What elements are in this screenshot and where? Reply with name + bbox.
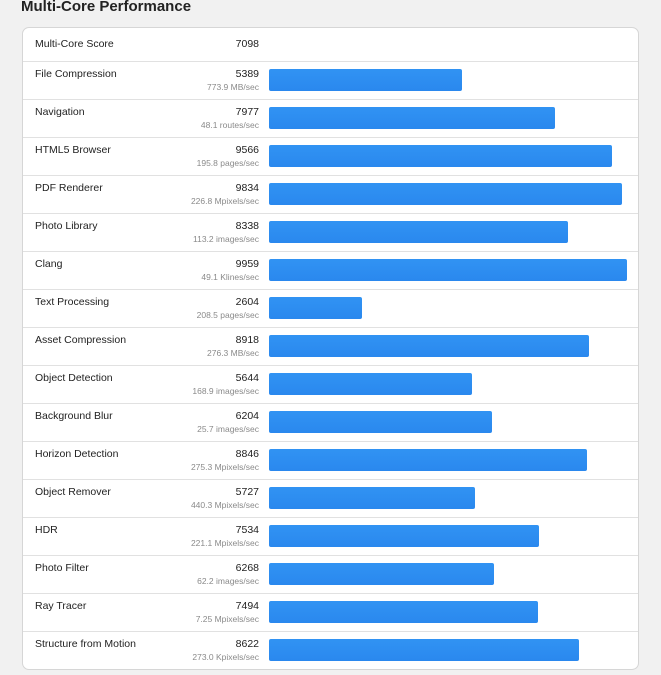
score-bar <box>269 335 589 357</box>
benchmark-score: 8918 <box>235 334 259 346</box>
score-bar <box>269 297 362 319</box>
table-row: Photo Filter 6268 62.2 images/sec <box>23 556 638 594</box>
score-bar <box>269 221 568 243</box>
benchmark-rate: 273.0 Kpixels/sec <box>192 652 259 662</box>
benchmark-name: Object Detection <box>35 372 113 384</box>
table-row: HTML5 Browser 9566 195.8 pages/sec <box>23 138 638 176</box>
benchmark-score: 8338 <box>235 220 259 232</box>
benchmark-name: Photo Library <box>35 220 98 232</box>
benchmark-score: 6204 <box>235 410 259 422</box>
benchmark-name: PDF Renderer <box>35 182 103 194</box>
benchmark-rate: 276.3 MB/sec <box>207 348 259 358</box>
table-row: Object Remover 5727 440.3 Mpixels/sec <box>23 480 638 518</box>
results-table: Multi-Core Score 7098 File Compression 53… <box>22 27 639 670</box>
benchmark-score: 2604 <box>235 296 259 308</box>
score-bar <box>269 69 462 91</box>
benchmark-score: 7977 <box>235 106 259 118</box>
benchmark-score: 8622 <box>235 638 259 650</box>
table-row: Photo Library 8338 113.2 images/sec <box>23 214 638 252</box>
score-bar <box>269 259 627 281</box>
benchmark-rate: 195.8 pages/sec <box>196 158 259 168</box>
table-row: File Compression 5389 773.9 MB/sec <box>23 62 638 100</box>
benchmark-score: 8846 <box>235 448 259 460</box>
benchmark-rate: 49.1 Klines/sec <box>201 272 259 282</box>
benchmark-rate: 226.8 Mpixels/sec <box>190 196 259 206</box>
benchmark-rate: 275.3 Mpixels/sec <box>190 462 259 472</box>
benchmark-name: Object Remover <box>35 486 111 498</box>
benchmark-rate: 773.9 MB/sec <box>207 82 259 92</box>
table-row: Navigation 7977 48.1 routes/sec <box>23 100 638 138</box>
benchmark-score: 9834 <box>235 182 259 194</box>
table-row: Horizon Detection 8846 275.3 Mpixels/sec <box>23 442 638 480</box>
table-row: Object Detection 5644 168.9 images/sec <box>23 366 638 404</box>
score-label: Multi-Core Score <box>35 38 114 50</box>
score-bar <box>269 449 587 471</box>
benchmark-name: Photo Filter <box>35 562 89 574</box>
table-row: PDF Renderer 9834 226.8 Mpixels/sec <box>23 176 638 214</box>
benchmark-name: Ray Tracer <box>35 600 87 612</box>
benchmark-rate: 7.25 Mpixels/sec <box>195 614 259 624</box>
benchmark-rows: File Compression 5389 773.9 MB/sec Navigati… <box>23 62 638 669</box>
benchmark-name: Horizon Detection <box>35 448 119 460</box>
table-row: Asset Compression 8918 276.3 MB/sec <box>23 328 638 366</box>
benchmark-score: 6268 <box>235 562 259 574</box>
table-row: Clang 9959 49.1 Klines/sec <box>23 252 638 290</box>
score-bar <box>269 601 538 623</box>
benchmark-name: Background Blur <box>35 410 113 422</box>
benchmark-score: 5727 <box>235 486 259 498</box>
benchmark-rate: 25.7 images/sec <box>197 424 259 434</box>
benchmark-rate: 208.5 pages/sec <box>196 310 259 320</box>
benchmark-rate: 62.2 images/sec <box>197 576 259 586</box>
score-bar <box>269 563 494 585</box>
benchmark-score: 5644 <box>235 372 259 384</box>
benchmark-score: 9566 <box>235 144 259 156</box>
benchmark-name: Clang <box>35 258 63 270</box>
benchmark-score: 9959 <box>235 258 259 270</box>
benchmark-name: Text Processing <box>35 296 110 308</box>
score-row: Multi-Core Score 7098 <box>23 28 638 62</box>
score-bar <box>269 183 622 205</box>
table-row: Ray Tracer 7494 7.25 Mpixels/sec <box>23 594 638 632</box>
page-title: Multi-Core Performance <box>21 0 192 15</box>
benchmark-score: 7534 <box>235 524 259 536</box>
score-value: 7098 <box>235 38 259 50</box>
benchmark-score: 5389 <box>235 68 259 80</box>
benchmark-rate: 113.2 images/sec <box>193 234 259 244</box>
benchmark-rate: 440.3 Mpixels/sec <box>190 500 259 510</box>
score-bar <box>269 373 472 395</box>
score-bar <box>269 107 555 129</box>
table-row: Structure from Motion 8622 273.0 Kpixels/s… <box>23 632 638 669</box>
score-bar <box>269 145 612 167</box>
benchmark-name: File Compression <box>35 68 117 80</box>
score-bar <box>269 639 579 661</box>
score-bar <box>269 487 475 509</box>
benchmark-name: Navigation <box>35 106 85 118</box>
benchmark-rate: 168.9 images/sec <box>192 386 259 396</box>
benchmark-name: Asset Compression <box>35 334 127 346</box>
benchmark-rate: 221.1 Mpixels/sec <box>190 538 259 548</box>
table-row: Text Processing 2604 208.5 pages/sec <box>23 290 638 328</box>
benchmark-name: HTML5 Browser <box>35 144 111 156</box>
benchmark-name: Structure from Motion <box>35 638 136 650</box>
table-row: Background Blur 6204 25.7 images/sec <box>23 404 638 442</box>
score-bar <box>269 411 492 433</box>
benchmark-score: 7494 <box>235 600 259 612</box>
score-bar <box>269 525 539 547</box>
benchmark-rate: 48.1 routes/sec <box>200 120 259 130</box>
benchmark-name: HDR <box>35 524 58 536</box>
table-row: HDR 7534 221.1 Mpixels/sec <box>23 518 638 556</box>
